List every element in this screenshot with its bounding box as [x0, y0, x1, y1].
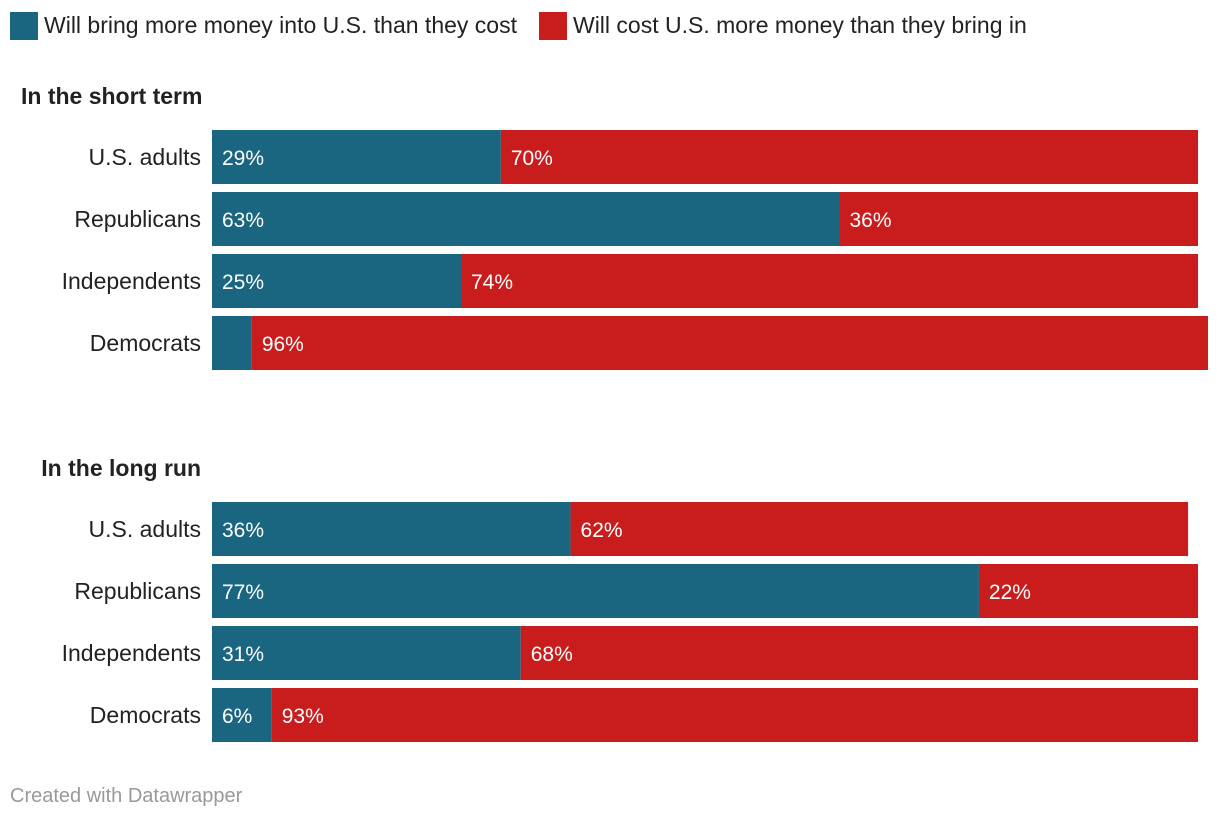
group-title: In the short term — [21, 83, 202, 109]
category-label: Democrats — [90, 330, 201, 356]
bar-row-u-s-adults[interactable]: U.S. adults 29% 70% — [89, 130, 1199, 184]
bar-row-u-s-adults[interactable]: U.S. adults 36% 62% — [89, 502, 1189, 556]
legend-item-2[interactable]: Will cost U.S. more money than they brin… — [538, 12, 1027, 40]
bar-segment-bring-money[interactable] — [212, 130, 501, 184]
legend-item-1[interactable]: Will bring more money into U.S. than the… — [10, 12, 518, 40]
bar-row-republicans[interactable]: Republicans 77% 22% — [74, 564, 1199, 618]
bar-segment-cost-money[interactable] — [461, 254, 1199, 308]
data-label: 22% — [989, 581, 1031, 604]
category-label: Independents — [62, 268, 201, 294]
bar-segment-cost-money[interactable] — [978, 564, 1199, 618]
data-label: 74% — [471, 271, 513, 294]
data-label: 77% — [222, 581, 264, 604]
bar-segment-cost-money[interactable] — [570, 502, 1189, 556]
category-label: U.S. adults — [89, 516, 202, 542]
chart-groups: In the short term U.S. adults 29% 70% Republ… — [21, 83, 1209, 742]
bar-row-democrats[interactable]: Democrats 96% — [90, 316, 1209, 370]
bar-segment-bring-money[interactable] — [212, 316, 252, 370]
bar-segment-cost-money[interactable] — [251, 316, 1209, 370]
data-label: 36% — [849, 209, 891, 232]
bar-segment-cost-money[interactable] — [520, 626, 1199, 680]
legend-label: Will bring more money into U.S. than the… — [44, 12, 518, 38]
footer-credit[interactable]: Created with Datawrapper — [10, 785, 243, 807]
bar-segment-cost-money[interactable] — [271, 688, 1199, 742]
category-label: Republicans — [74, 578, 201, 604]
data-label: 70% — [511, 147, 553, 170]
bar-row-democrats[interactable]: Democrats 6% 93% — [90, 688, 1199, 742]
bar-segment-bring-money[interactable] — [212, 502, 571, 556]
bar-segment-cost-money[interactable] — [500, 130, 1199, 184]
chart-group-in-the-short-term: In the short term U.S. adults 29% 70% Republ… — [21, 83, 1209, 370]
legend-label: Will cost U.S. more money than they brin… — [573, 12, 1027, 38]
category-label: Democrats — [90, 702, 201, 728]
bar-segment-cost-money[interactable] — [839, 192, 1199, 246]
bar-row-independents[interactable]: Independents 31% 68% — [62, 626, 1199, 680]
group-title: In the long run — [41, 455, 201, 481]
category-label: Republicans — [74, 206, 201, 232]
category-label: Independents — [62, 640, 201, 666]
data-label: 29% — [222, 147, 264, 170]
data-label: 25% — [222, 271, 264, 294]
data-label: 31% — [222, 643, 264, 666]
legend-swatch — [10, 12, 38, 40]
data-label: 96% — [262, 333, 304, 356]
category-label: U.S. adults — [89, 144, 202, 170]
bar-segment-bring-money[interactable] — [212, 254, 461, 308]
data-label: 63% — [222, 209, 264, 232]
legend-swatch — [538, 12, 567, 40]
bar-row-republicans[interactable]: Republicans 63% 36% — [74, 192, 1199, 246]
data-label: 68% — [531, 643, 573, 666]
bar-segment-bring-money[interactable] — [212, 564, 979, 618]
bar-segment-bring-money[interactable] — [212, 626, 521, 680]
chart-group-in-the-long-run: In the long run U.S. adults 36% 62% Republic… — [41, 455, 1199, 742]
data-label: 36% — [222, 519, 264, 542]
bar-segment-bring-money[interactable] — [212, 688, 272, 742]
data-label: 93% — [282, 705, 324, 728]
data-label: 6% — [222, 705, 252, 728]
chart-legend: Will bring more money into U.S. than the… — [10, 12, 1027, 40]
bar-row-independents[interactable]: Independents 25% 74% — [62, 254, 1199, 308]
bar-segment-bring-money[interactable] — [212, 192, 840, 246]
data-label: 62% — [581, 519, 623, 542]
